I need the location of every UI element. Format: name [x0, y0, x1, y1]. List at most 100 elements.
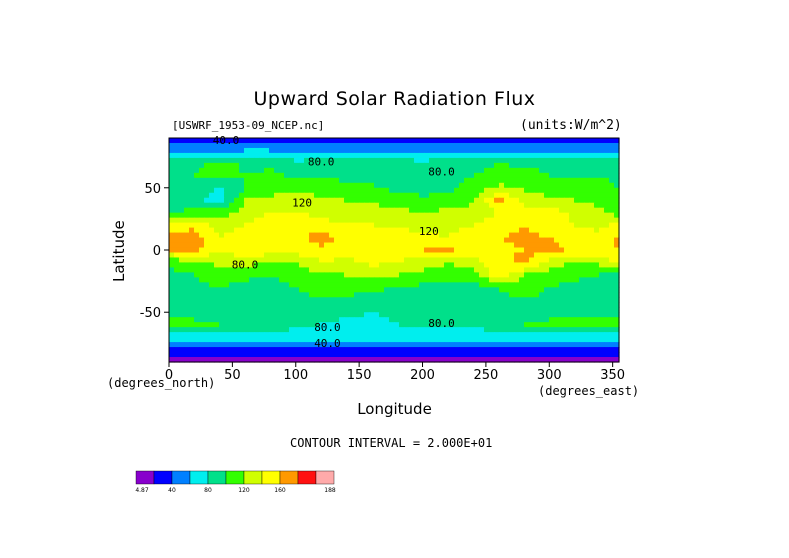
flux-cell	[354, 342, 360, 348]
flux-cell	[304, 157, 310, 164]
flux-cell	[529, 182, 535, 189]
flux-cell	[204, 157, 210, 164]
flux-cell	[294, 192, 300, 199]
flux-cell	[264, 138, 270, 144]
flux-cell	[529, 332, 535, 338]
flux-cell	[359, 152, 365, 159]
flux-cell	[604, 262, 610, 269]
flux-cell	[349, 138, 355, 144]
flux-cell	[349, 192, 355, 199]
flux-cell	[414, 327, 420, 333]
flux-cell	[359, 217, 365, 224]
flux-cell	[254, 357, 260, 363]
flux-cell	[414, 267, 420, 273]
flux-cell	[434, 172, 440, 179]
flux-cell	[229, 252, 235, 259]
flux-cell	[284, 262, 290, 269]
flux-cell	[379, 162, 385, 169]
flux-cell	[604, 222, 610, 229]
flux-cell	[574, 197, 580, 204]
flux-cell	[214, 312, 220, 318]
flux-cell	[534, 282, 540, 288]
flux-cell	[264, 217, 270, 224]
flux-cell	[374, 287, 380, 293]
flux-cell	[249, 257, 255, 264]
flux-cell	[434, 212, 440, 219]
flux-cell	[439, 197, 445, 204]
flux-cell	[239, 172, 245, 179]
flux-cell	[584, 142, 590, 149]
flux-cell	[319, 347, 325, 353]
flux-cell	[394, 142, 400, 149]
x-tick-label: 300	[537, 368, 562, 383]
flux-cell	[194, 282, 200, 288]
flux-cell	[489, 312, 495, 318]
flux-cell	[339, 177, 345, 184]
flux-cell	[519, 247, 525, 254]
flux-cell	[194, 212, 200, 219]
flux-cell	[389, 252, 395, 259]
flux-cell	[474, 167, 480, 174]
flux-cell	[539, 302, 545, 308]
flux-cell	[304, 232, 310, 239]
flux-cell	[284, 162, 290, 169]
flux-cell	[574, 287, 580, 293]
flux-cell	[484, 182, 490, 189]
flux-cell	[579, 202, 585, 209]
flux-cell	[289, 162, 295, 169]
flux-cell	[549, 227, 555, 234]
flux-cell	[254, 257, 260, 264]
flux-cell	[439, 152, 445, 159]
flux-cell	[474, 252, 480, 259]
flux-cell	[439, 242, 445, 249]
flux-cell	[444, 307, 450, 313]
flux-cell	[294, 322, 300, 328]
flux-cell	[354, 202, 360, 209]
flux-cell	[559, 177, 565, 184]
flux-cell	[279, 227, 285, 234]
flux-cell	[239, 322, 245, 328]
flux-cell	[234, 197, 240, 204]
flux-cell	[509, 322, 515, 328]
flux-cell	[234, 257, 240, 264]
flux-cell	[469, 272, 475, 278]
flux-cell	[329, 187, 335, 194]
flux-cell	[359, 287, 365, 293]
flux-cell	[479, 162, 485, 169]
flux-cell	[249, 138, 255, 144]
flux-cell	[349, 232, 355, 239]
flux-cell	[184, 257, 190, 264]
flux-cell	[359, 247, 365, 254]
flux-cell	[469, 247, 475, 254]
flux-cell	[239, 192, 245, 199]
flux-cell	[479, 337, 485, 343]
flux-cell	[484, 267, 490, 273]
flux-cell	[339, 192, 345, 199]
flux-cell	[589, 162, 595, 169]
flux-cell	[219, 302, 225, 308]
flux-cell	[544, 352, 550, 358]
flux-cell	[174, 182, 180, 189]
flux-cell	[179, 312, 185, 318]
flux-cell	[264, 192, 270, 199]
flux-cell	[449, 262, 455, 269]
flux-cell	[394, 322, 400, 328]
flux-cell	[204, 142, 210, 149]
flux-cell	[579, 227, 585, 234]
flux-cell	[424, 197, 430, 204]
flux-cell	[314, 357, 320, 363]
flux-cell	[539, 187, 545, 194]
flux-cell	[489, 287, 495, 293]
flux-cell	[299, 202, 305, 209]
flux-cell	[199, 177, 205, 184]
flux-cell	[309, 217, 315, 224]
flux-cell	[504, 197, 510, 204]
flux-cell	[584, 332, 590, 338]
flux-cell	[254, 272, 260, 278]
flux-cell	[329, 282, 335, 288]
flux-cell	[359, 142, 365, 149]
flux-cell	[244, 322, 250, 328]
flux-cell	[599, 207, 605, 214]
flux-cell	[344, 287, 350, 293]
flux-cell	[334, 142, 340, 149]
